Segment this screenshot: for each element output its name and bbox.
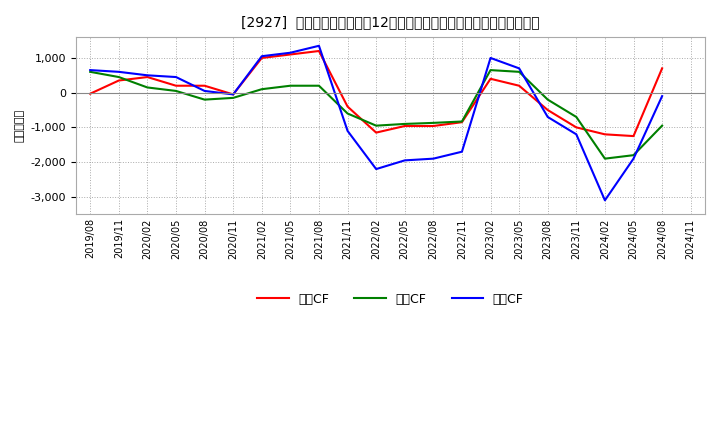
投資CF: [286, 83, 294, 88]
営業CF: [400, 123, 409, 128]
フリCF: [600, 198, 609, 203]
投資CF: [400, 121, 409, 127]
投資CF: [143, 85, 152, 90]
Y-axis label: （百万円）: （百万円）: [15, 109, 25, 142]
フリCF: [315, 43, 323, 48]
投資CF: [315, 83, 323, 88]
フリCF: [343, 128, 352, 133]
フリCF: [400, 158, 409, 163]
フリCF: [258, 54, 266, 59]
フリCF: [372, 166, 380, 172]
Line: 投資CF: 投資CF: [90, 70, 662, 159]
営業CF: [458, 120, 467, 125]
投資CF: [458, 119, 467, 124]
フリCF: [658, 94, 667, 99]
投資CF: [429, 120, 438, 125]
フリCF: [86, 67, 94, 73]
営業CF: [515, 83, 523, 88]
営業CF: [171, 83, 180, 88]
営業CF: [315, 48, 323, 54]
フリCF: [229, 92, 238, 97]
フリCF: [200, 88, 209, 94]
フリCF: [572, 132, 580, 137]
営業CF: [600, 132, 609, 137]
営業CF: [286, 52, 294, 57]
フリCF: [629, 156, 638, 161]
投資CF: [200, 97, 209, 102]
フリCF: [486, 55, 495, 61]
フリCF: [143, 73, 152, 78]
営業CF: [229, 92, 238, 97]
フリCF: [544, 114, 552, 120]
投資CF: [486, 67, 495, 73]
投資CF: [343, 111, 352, 116]
Line: 営業CF: 営業CF: [90, 51, 662, 136]
営業CF: [486, 76, 495, 81]
Legend: 営業CF, 投資CF, フリCF: 営業CF, 投資CF, フリCF: [252, 288, 528, 311]
投資CF: [86, 69, 94, 74]
投資CF: [258, 87, 266, 92]
投資CF: [544, 97, 552, 102]
投資CF: [515, 69, 523, 74]
営業CF: [258, 55, 266, 61]
営業CF: [629, 133, 638, 139]
投資CF: [229, 95, 238, 100]
投資CF: [600, 156, 609, 161]
営業CF: [572, 125, 580, 130]
営業CF: [658, 66, 667, 71]
フリCF: [458, 149, 467, 154]
Title: [2927]  キャッシュフローの12か月移動合計の対前年同期増減額の推移: [2927] キャッシュフローの12か月移動合計の対前年同期増減額の推移: [241, 15, 540, 29]
投資CF: [572, 114, 580, 120]
営業CF: [544, 107, 552, 113]
投資CF: [114, 74, 123, 80]
営業CF: [114, 78, 123, 83]
営業CF: [372, 130, 380, 135]
フリCF: [171, 74, 180, 80]
営業CF: [200, 83, 209, 88]
投資CF: [658, 123, 667, 128]
フリCF: [114, 69, 123, 74]
営業CF: [86, 91, 94, 96]
営業CF: [143, 74, 152, 80]
フリCF: [286, 50, 294, 55]
フリCF: [429, 156, 438, 161]
営業CF: [343, 104, 352, 109]
投資CF: [171, 88, 180, 94]
フリCF: [515, 66, 523, 71]
Line: フリCF: フリCF: [90, 46, 662, 200]
投資CF: [629, 153, 638, 158]
営業CF: [429, 123, 438, 128]
投資CF: [372, 123, 380, 128]
